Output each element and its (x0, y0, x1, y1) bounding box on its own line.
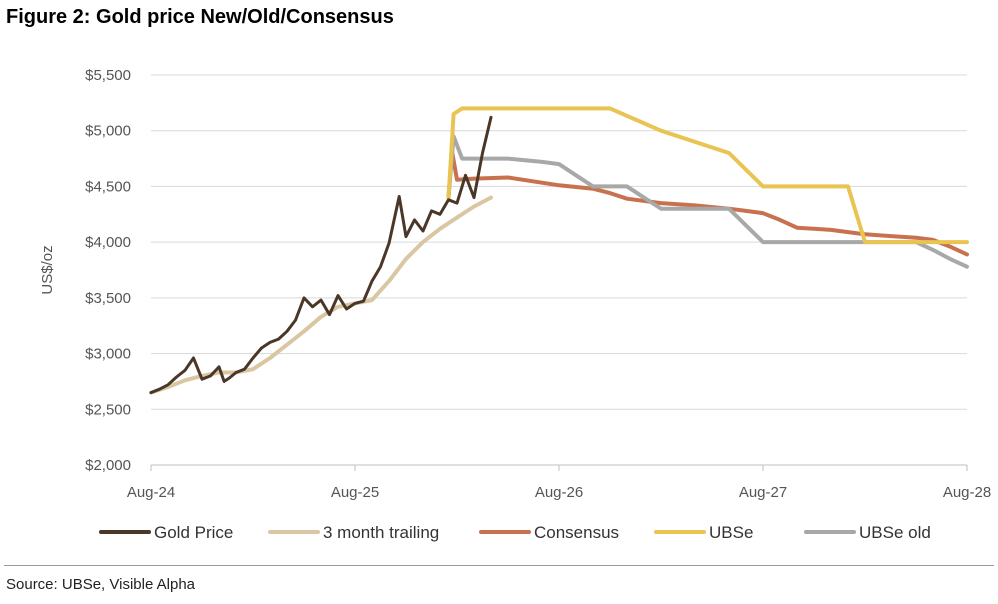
y-tick-label: $3,000 (85, 346, 131, 363)
series-line-gold-price (149, 115, 493, 395)
source-divider (4, 565, 994, 566)
legend-label: 3 month trailing (323, 523, 439, 542)
legend-label: Gold Price (154, 523, 233, 542)
y-tick-label: $2,500 (85, 401, 131, 418)
series-line-consensus (446, 148, 969, 257)
x-tick-label: Aug-24 (127, 484, 175, 501)
legend: Gold Price 3 month trailing Consensus UBSe U… (99, 523, 931, 542)
y-tick-label: $4,000 (85, 234, 131, 251)
y-axis-title: US$/oz (39, 245, 56, 294)
x-tick-label: Aug-25 (331, 484, 379, 501)
series-line-3-month-trailing (149, 195, 493, 395)
legend-label: UBSe old (859, 523, 931, 542)
y-tick-label: $3,500 (85, 290, 131, 307)
series-line-ubse (446, 106, 969, 245)
axis-layer: $2,000 $2,500 $3,000 $3,500 $4,000 $4,500 $5,0… (39, 67, 991, 501)
x-tick-label: Aug-26 (535, 484, 583, 501)
series-layer (149, 106, 969, 395)
y-tick-label: $4,500 (85, 178, 131, 195)
gold-price-chart: $2,000 $2,500 $3,000 $3,500 $4,000 $4,500 $5,0… (39, 67, 991, 542)
y-tick-label: $2,000 (85, 457, 131, 474)
source-note: Source: UBSe, Visible Alpha (6, 576, 196, 593)
chart-title: Figure 2: Gold price New/Old/Consensus (6, 6, 394, 28)
x-tick-label: Aug-27 (739, 484, 787, 501)
y-tick-label: $5,500 (85, 67, 131, 84)
legend-label: UBSe (709, 523, 753, 542)
x-tick-label: Aug-28 (943, 484, 991, 501)
legend-label: Consensus (534, 523, 619, 542)
y-tick-label: $5,000 (85, 123, 131, 140)
series-line-ubse-old (446, 134, 969, 269)
